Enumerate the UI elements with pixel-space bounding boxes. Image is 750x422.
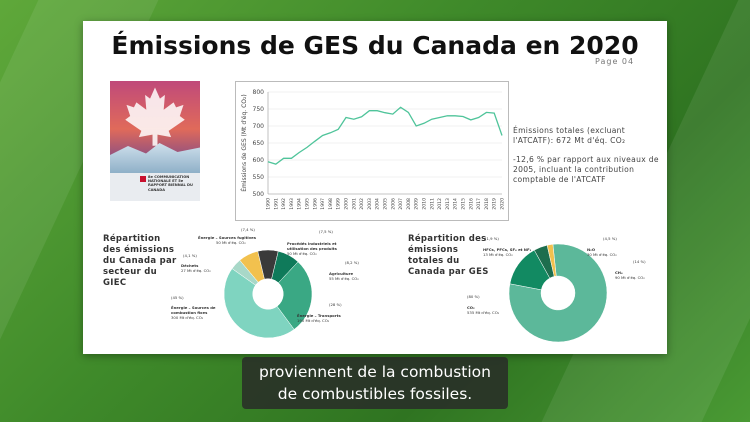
pie-slice (508, 243, 608, 343)
x-tick-label: 1993 (289, 198, 295, 210)
pct-label: (4,5 %) (603, 236, 617, 241)
sector-pie-title: Répartition des émissions du Canada par … (103, 234, 177, 288)
x-tick-label: 2003 (367, 198, 373, 210)
x-tick-label: 2006 (390, 198, 396, 210)
subtitle-line-1: proviennent de la combustion (259, 363, 491, 381)
x-tick-label: 1998 (328, 198, 334, 210)
emissions-series-line (267, 106, 503, 165)
emissions-line-chart: 500 550 600 650 700 750 800 1990 1991 1992 1993 199… (235, 81, 509, 221)
pie-slice (231, 259, 259, 286)
pct-label: (14 %) (633, 259, 646, 264)
pie-label-waste: Déchets 27 Mt d'éq. CO₂ (181, 263, 211, 273)
x-tick-label: 2001 (351, 198, 357, 210)
x-tick-label: 1991 (273, 198, 279, 210)
y-tick-label: 600 (253, 157, 265, 164)
x-tick-label: 2004 (375, 198, 381, 210)
pct-label: (8,2 %) (345, 260, 359, 265)
x-tick-label: 1995 (305, 198, 311, 210)
x-tick-label: 2000 (344, 198, 350, 210)
x-tick-label: 2007 (398, 198, 404, 210)
y-tick-label: 550 (253, 174, 265, 181)
x-tick-label: 2012 (437, 198, 443, 210)
pct-label: (7,4 %) (241, 227, 255, 232)
y-tick-label: 500 (253, 191, 265, 198)
pie-label-agriculture: Agriculture 55 Mt d'éq. CO₂ (329, 271, 359, 281)
report-cover-image: 8e COMMUNICATION NATIONALE ET 5e RAPPORT… (110, 81, 200, 201)
pie-label-transport: Énergie – Transports 190 Mt d'éq. CO₂ (297, 313, 341, 323)
pct-label: (28 %) (329, 302, 342, 307)
ghg-pie-chart (508, 243, 608, 343)
reduction-text: -12,6 % par rapport aux niveaux de 2005,… (513, 155, 659, 184)
x-tick-label: 2015 (461, 198, 467, 210)
x-tick-label: 2010 (422, 198, 428, 210)
x-tick-label: 2020 (500, 198, 506, 210)
sector-pie-chart (223, 249, 313, 339)
pct-label: (80 %) (467, 294, 480, 299)
x-tick-label: 1996 (312, 198, 318, 210)
x-tick-label: 2014 (453, 198, 459, 210)
x-tick-label: 2011 (429, 198, 435, 210)
subtitle-line-2: de combustibles fossiles. (277, 385, 473, 403)
x-tick-label: 2005 (383, 198, 389, 210)
x-tick-label: 1990 (266, 198, 272, 210)
x-tick-label: 1999 (336, 198, 342, 210)
x-tick-label: 2002 (359, 198, 365, 210)
cover-text: 8e COMMUNICATION NATIONALE ET 5e RAPPORT… (148, 175, 193, 192)
y-tick-label: 750 (253, 106, 265, 113)
pie-slice (223, 268, 295, 339)
x-tick-label: 2017 (476, 198, 482, 210)
x-tick-label: 2019 (492, 198, 498, 210)
x-tick-label: 1994 (297, 198, 303, 210)
total-emissions-text: Émissions totales (excluant l'ATCATF): 6… (513, 126, 626, 145)
pie-label-industrial: Procédés industriels et utilisation des … (287, 241, 337, 256)
pct-label: (45 %) (171, 295, 184, 300)
video-subtitle: proviennent de la combustion de combusti… (242, 357, 508, 409)
y-tick-label: 800 (253, 89, 265, 96)
slide-title: Émissions de GES du Canada en 2020 (111, 31, 639, 60)
presentation-slide: Émissions de GES du Canada en 2020 Page … (83, 21, 667, 354)
x-tick-label: 2016 (468, 198, 474, 210)
pie-label-hfc: HFCs, PFCs, SF₆ et NF₃ 13 Mt d'éq. CO₂ (483, 247, 532, 257)
cover-band (110, 173, 200, 201)
iceberg-image (110, 143, 200, 173)
ghg-pie-title: Répartition des émissions totales du Can… (408, 234, 489, 277)
pct-label: (4,1 %) (183, 253, 197, 258)
pie-label-stationary: Énergie – Sources de combustion fixes 300… (171, 305, 216, 320)
pie-label-fugitive: Énergie – Sources fugitives 50 Mt d'éq. C… (198, 235, 257, 245)
pct-label: (1,9 %) (485, 236, 499, 241)
pie-slice (276, 261, 313, 330)
x-tick-label: 2009 (414, 198, 420, 210)
maple-leaf-icon (125, 87, 185, 146)
x-tick-label: 2008 (406, 198, 412, 210)
y-tick-label: 650 (253, 140, 265, 147)
page-number: Page 04 (595, 57, 635, 66)
x-tick-label: 2018 (484, 198, 490, 210)
pct-label: (7,5 %) (319, 229, 333, 234)
pie-label-n2o: N₂O 30 Mt d'éq. CO₂ (587, 247, 617, 257)
x-tick-label: 2013 (445, 198, 451, 210)
y-axis-label: Émissions de GES (Mt d'éq. CO₂) (240, 94, 248, 192)
pie-label-ch4: CH₄ 90 Mt d'éq. CO₂ (615, 270, 645, 280)
pie-label-co2: CO₂ 535 Mt d'éq. CO₂ (467, 305, 500, 315)
x-tick-label: 1997 (320, 198, 326, 210)
x-tick-label: 1992 (281, 198, 287, 210)
y-tick-label: 700 (253, 123, 265, 130)
flag-icon (140, 176, 146, 182)
pie-slice (546, 243, 557, 277)
